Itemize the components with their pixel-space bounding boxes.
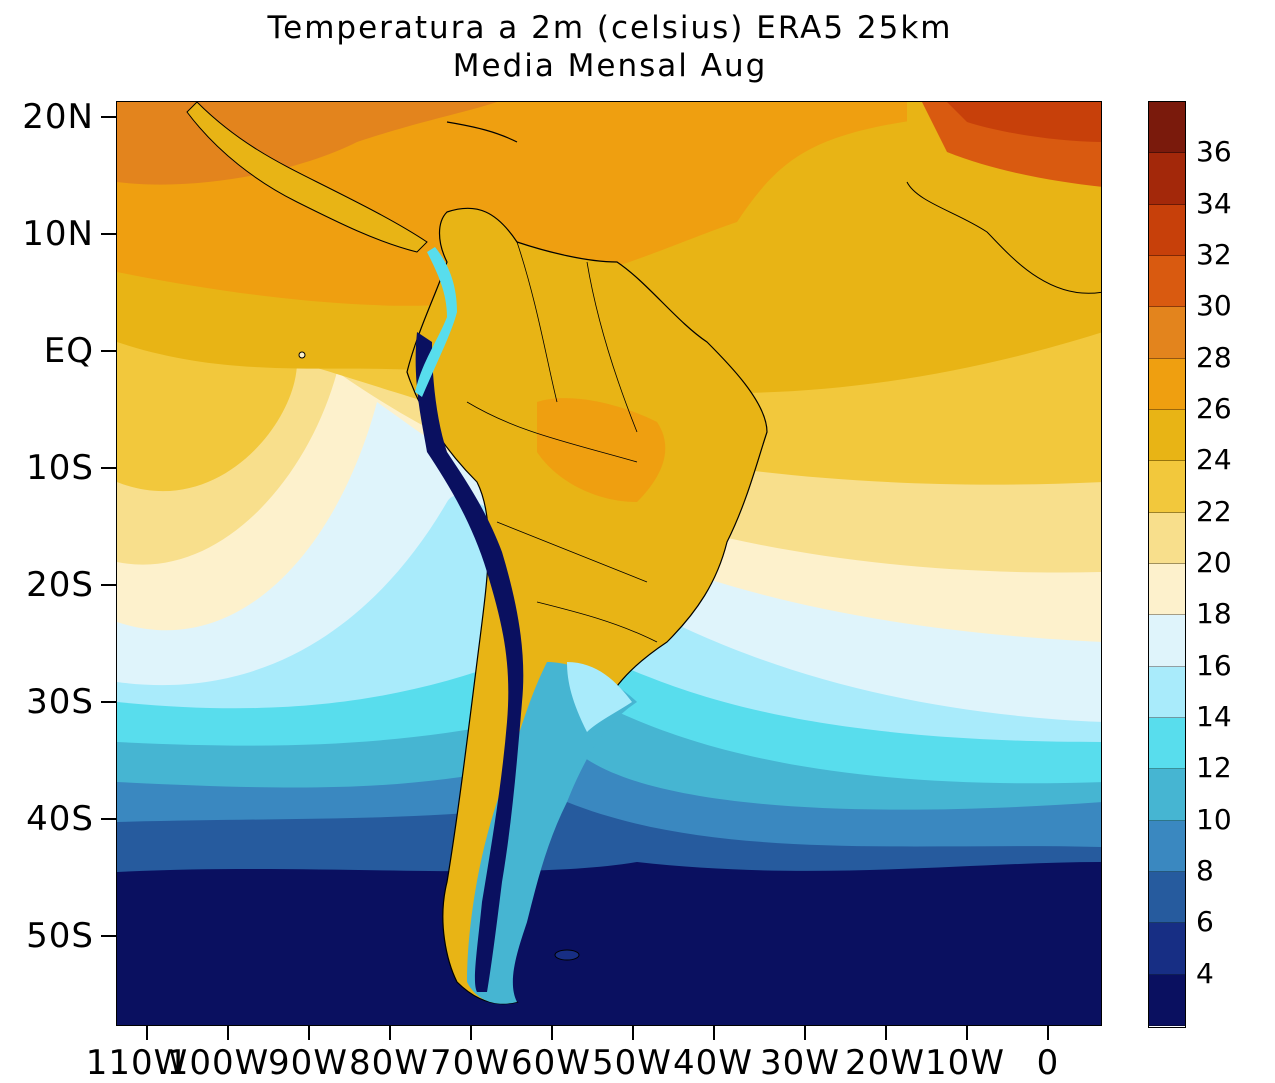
colorbar-label: 12 xyxy=(1196,751,1232,785)
brazil-warm xyxy=(537,398,666,502)
lat-label-10n: 10N xyxy=(22,214,94,254)
lon-tick xyxy=(308,1026,310,1040)
lat-tick xyxy=(101,818,116,820)
lon-tick xyxy=(551,1026,553,1040)
lon-label-110w: 110W xyxy=(85,1043,189,1083)
lon-label-0: 0 xyxy=(1036,1043,1060,1083)
lat-tick xyxy=(101,584,116,586)
colorbar-segment xyxy=(1149,410,1185,462)
pampas-mild xyxy=(567,662,632,732)
colorbar-segment xyxy=(1149,718,1185,770)
colorbar-segment xyxy=(1149,256,1185,308)
lon-label-60w: 60W xyxy=(511,1043,591,1083)
lat-label-20s: 20S xyxy=(26,565,94,605)
lat-label-20n: 20N xyxy=(22,97,94,137)
colorbar-label: 34 xyxy=(1196,186,1232,220)
lon-label-70w: 70W xyxy=(430,1043,510,1083)
lat-tick xyxy=(101,350,116,352)
lat-label-10s: 10S xyxy=(26,448,94,488)
falkland-islands xyxy=(554,949,580,961)
lat-tick xyxy=(101,116,116,118)
galapagos-islands xyxy=(298,351,306,359)
colorbar-segment xyxy=(1149,512,1185,564)
colorbar-label: 26 xyxy=(1196,392,1232,425)
colorbar-label: 28 xyxy=(1196,340,1232,374)
lon-label-20w: 20W xyxy=(845,1043,925,1083)
lat-tick xyxy=(101,233,116,235)
colorbar-segment xyxy=(1149,461,1185,513)
lon-label-40w: 40W xyxy=(673,1043,753,1083)
lon-tick xyxy=(1047,1026,1049,1040)
colorbar-label: 14 xyxy=(1196,700,1232,733)
colorbar-segment xyxy=(1149,872,1185,924)
lon-tick xyxy=(885,1026,887,1040)
lon-tick xyxy=(632,1026,634,1040)
country-borders xyxy=(466,241,658,643)
lon-label-80w: 80W xyxy=(349,1043,429,1083)
colorbar-label: 16 xyxy=(1196,648,1232,682)
colorbar-segment xyxy=(1149,769,1185,821)
lon-label-50w: 50W xyxy=(592,1043,672,1083)
patagonia-cool xyxy=(467,662,637,1004)
colorbar-label: 6 xyxy=(1196,905,1214,939)
band-28 xyxy=(117,102,1101,306)
colorbar xyxy=(1148,101,1186,1028)
lon-tick xyxy=(389,1026,391,1040)
map-canvas xyxy=(117,102,1101,1025)
colorbar-segment xyxy=(1149,974,1185,1026)
colorbar-segment xyxy=(1149,153,1185,205)
lon-label-100w: 100W xyxy=(166,1043,270,1083)
colorbar-label: 24 xyxy=(1196,443,1232,477)
lon-tick xyxy=(804,1026,806,1040)
colorbar-label: 22 xyxy=(1196,494,1232,528)
lat-label-30s: 30S xyxy=(26,682,94,722)
temperature-map xyxy=(116,101,1102,1026)
lat-label-40s: 40S xyxy=(26,799,94,839)
lon-tick xyxy=(146,1026,148,1040)
map-subtitle: Media Mensal Aug xyxy=(452,48,768,84)
lon-label-30w: 30W xyxy=(760,1043,840,1083)
lat-tick xyxy=(101,701,116,703)
colorbar-segment xyxy=(1149,307,1185,359)
colorbar-segment xyxy=(1149,615,1185,667)
colorbar-segment xyxy=(1149,666,1185,718)
colorbar-label: 30 xyxy=(1196,289,1232,323)
colorbar-label: 18 xyxy=(1196,597,1232,631)
map-title: Temperatura a 2m (celsius) ERA5 25km xyxy=(267,10,953,46)
colorbar-segment xyxy=(1149,923,1185,975)
central-america xyxy=(186,102,428,253)
colorbar-label: 36 xyxy=(1196,135,1232,169)
colorbar-label: 20 xyxy=(1196,546,1232,579)
lat-label-eq: EQ xyxy=(43,331,94,371)
africa-coast xyxy=(906,181,1101,294)
andes-cold xyxy=(415,332,524,992)
lat-label-50s: 50S xyxy=(26,916,94,956)
lon-label-10w: 10W xyxy=(925,1043,1005,1083)
colorbar-segment xyxy=(1149,820,1185,872)
colorbar-label: 4 xyxy=(1196,956,1214,990)
lon-tick xyxy=(966,1026,968,1040)
andes-north-cool xyxy=(415,247,457,397)
colorbar-segment xyxy=(1149,358,1185,410)
colorbar-segment xyxy=(1149,102,1185,154)
africa-hottest xyxy=(947,102,1101,142)
lon-tick xyxy=(227,1026,229,1040)
caribbean-islands xyxy=(446,121,518,143)
colorbar-label: 10 xyxy=(1196,802,1232,836)
colorbar-segment xyxy=(1149,564,1185,616)
lon-tick xyxy=(713,1026,715,1040)
lat-tick xyxy=(101,467,116,469)
colorbar-label: 8 xyxy=(1196,854,1214,887)
lat-tick xyxy=(101,935,116,937)
colorbar-segment xyxy=(1149,204,1185,256)
lon-tick xyxy=(470,1026,472,1040)
colorbar-label: 32 xyxy=(1196,238,1232,271)
lon-label-90w: 90W xyxy=(268,1043,348,1083)
